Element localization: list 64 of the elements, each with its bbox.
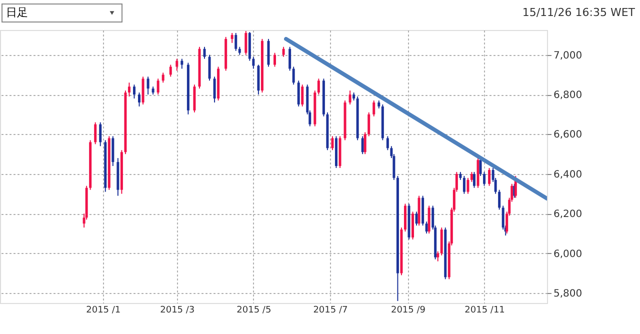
candlestick (230, 32, 234, 44)
y-tick-label: 6,600 (554, 130, 582, 141)
candlestick (244, 30, 248, 56)
candlestick (138, 92, 141, 107)
candlestick (169, 64, 172, 78)
candlestick (301, 84, 304, 107)
candlestick (156, 78, 160, 96)
candlestick (132, 84, 136, 99)
candlestick (234, 32, 238, 52)
candlestick (470, 171, 473, 182)
candlestick (498, 189, 501, 210)
y-tick-label: 6,800 (554, 90, 582, 102)
y-tick-label: 6,400 (554, 169, 582, 180)
candlestick (267, 38, 270, 68)
candlestick (128, 82, 130, 98)
candlestick (99, 122, 102, 147)
candlestick (361, 136, 364, 155)
candlestick (203, 46, 206, 60)
y-tick-label: 5,800 (554, 288, 582, 300)
candlestick (292, 66, 295, 86)
candlestick (162, 72, 164, 84)
candlestick (208, 54, 211, 82)
candlestick (488, 167, 491, 186)
candlestick (483, 171, 486, 186)
candlestick (412, 211, 414, 240)
x-tick-label: 2015 /3 (160, 306, 195, 316)
candlestick (193, 84, 196, 113)
candlestick (386, 136, 389, 151)
x-tick-label: 2015 /11 (464, 306, 505, 316)
candlestick (425, 221, 428, 234)
candlestick (364, 132, 366, 155)
candlestick (331, 136, 334, 151)
y-tick-label: 7,000 (554, 50, 582, 62)
text: 15/11/26 16:35 WET (522, 6, 636, 19)
y-tick-label: 6,000 (554, 248, 582, 260)
x-tick-label: 2015 /5 (236, 306, 272, 316)
y-tick-label: 6,200 (554, 209, 582, 220)
candlestick (440, 227, 443, 256)
candlestick (146, 76, 150, 96)
candlestick (142, 76, 144, 105)
candlestick (288, 46, 292, 72)
candlestick (404, 203, 406, 232)
candlestick (415, 211, 418, 226)
candlestick (317, 78, 320, 96)
candlestick (462, 175, 466, 194)
candlestick (368, 112, 370, 137)
candlestick (372, 100, 376, 117)
text: 日足 (6, 6, 28, 19)
candlestick (282, 46, 285, 58)
x-tick-label: 2015 /1 (86, 306, 121, 316)
candlestick (274, 52, 276, 68)
candlestick (466, 177, 470, 194)
candlestick (436, 250, 440, 262)
candlestick (112, 136, 114, 167)
candlestick (472, 171, 476, 188)
x-tick-label: 2015 /7 (313, 306, 348, 316)
candlestick (213, 76, 216, 103)
candlestick (428, 205, 430, 234)
candlestick (176, 58, 178, 72)
x-tick-label: 2015 /9 (390, 306, 426, 316)
candlestick (94, 122, 97, 145)
candlestick (252, 56, 255, 70)
candlestick (348, 90, 352, 105)
candlestick (297, 80, 300, 107)
